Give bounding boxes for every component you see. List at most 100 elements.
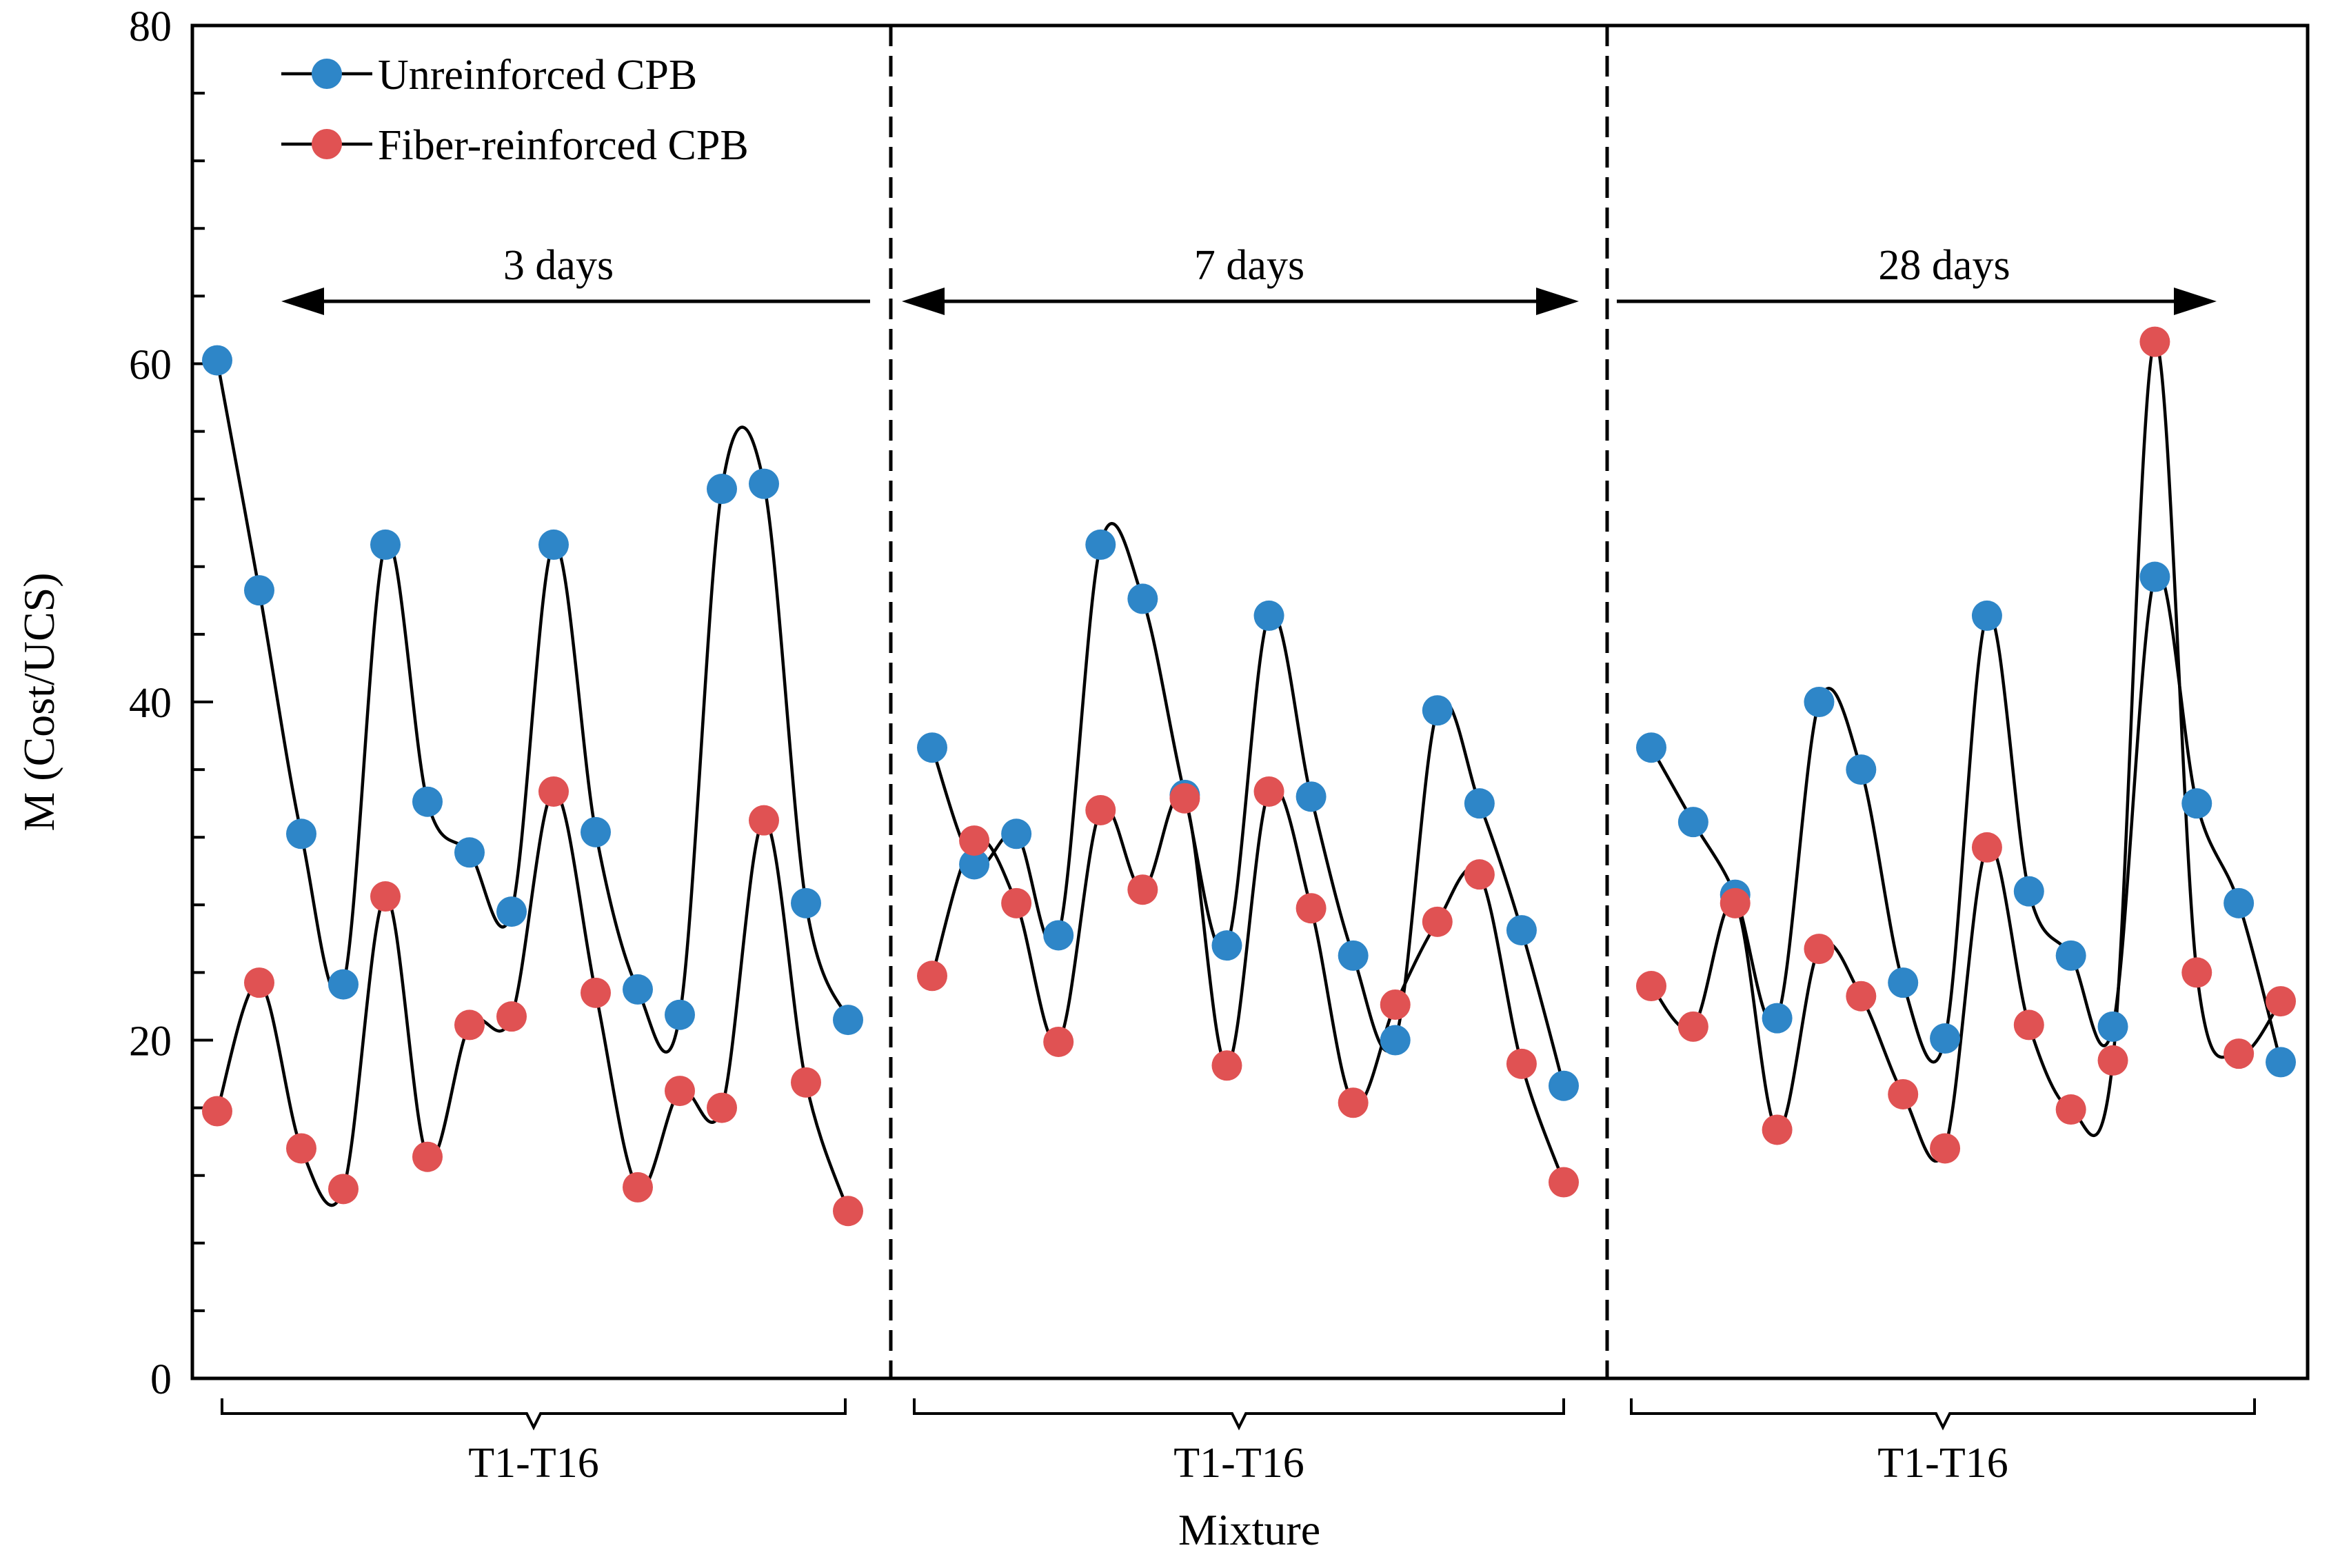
data-point-s0-p0-t1 xyxy=(202,345,232,376)
data-point-s0-p2-t14 xyxy=(2181,788,2212,819)
data-point-s0-p0-t14 xyxy=(749,468,779,499)
data-point-s0-p2-t11 xyxy=(2055,940,2086,971)
data-point-s0-p0-t6 xyxy=(412,786,443,817)
data-point-s1-p0-t1 xyxy=(202,1096,232,1127)
data-point-s1-p1-t4 xyxy=(1043,1026,1074,1057)
mixture-group-label: T1-T16 xyxy=(468,1440,598,1487)
y-tick-label: 0 xyxy=(150,1356,172,1403)
data-point-s0-p1-t2 xyxy=(959,849,990,880)
data-point-s1-p1-t12 xyxy=(1380,989,1411,1020)
data-point-s1-p1-t11 xyxy=(1338,1087,1369,1118)
data-point-s1-p0-t6 xyxy=(412,1141,443,1172)
data-point-s1-p2-t4 xyxy=(1762,1114,1793,1145)
mixture-bracket xyxy=(1630,1398,2256,1431)
data-point-s1-p2-t15 xyxy=(2224,1038,2255,1069)
data-point-s0-p0-t9 xyxy=(538,529,569,560)
period-label: 28 days xyxy=(1878,242,2010,289)
data-point-s1-p0-t14 xyxy=(749,805,779,836)
data-point-s1-p1-t15 xyxy=(1506,1048,1537,1079)
data-point-s1-p0-t12 xyxy=(665,1076,695,1107)
data-point-s1-p2-t7 xyxy=(1888,1078,1919,1109)
data-point-s1-p2-t12 xyxy=(2097,1045,2128,1076)
data-point-s0-p1-t3 xyxy=(1001,818,1032,850)
data-point-s1-p0-t13 xyxy=(707,1092,737,1123)
data-point-s0-p1-t6 xyxy=(1127,583,1158,614)
data-point-s0-p1-t11 xyxy=(1338,940,1369,971)
data-point-s1-p2-t16 xyxy=(2266,986,2296,1017)
data-point-s0-p0-t11 xyxy=(623,974,653,1005)
data-point-s1-p1-t2 xyxy=(959,825,990,856)
data-point-s0-p1-t4 xyxy=(1043,920,1074,951)
data-point-s1-p2-t10 xyxy=(2013,1009,2044,1041)
arrow-head-right xyxy=(2174,288,2217,315)
data-point-s0-p0-t10 xyxy=(581,816,611,847)
data-point-s1-p1-t13 xyxy=(1422,906,1453,937)
data-point-s0-p2-t1 xyxy=(1636,732,1666,763)
data-point-s1-p0-t7 xyxy=(454,1009,485,1041)
data-point-s1-p1-t16 xyxy=(1549,1167,1579,1198)
data-point-s0-p0-t5 xyxy=(370,529,401,560)
series-line-0-panel-0 xyxy=(215,360,850,1054)
data-point-s1-p0-t3 xyxy=(286,1133,316,1164)
data-point-s1-p1-t5 xyxy=(1085,794,1116,825)
data-point-s0-p0-t3 xyxy=(286,818,316,850)
data-point-s1-p0-t10 xyxy=(581,977,611,1008)
data-point-s0-p2-t13 xyxy=(2139,561,2170,592)
data-point-s1-p1-t1 xyxy=(917,961,947,992)
data-point-s1-p2-t13 xyxy=(2139,326,2170,357)
data-point-s1-p0-t11 xyxy=(623,1172,653,1203)
mixture-bracket xyxy=(913,1398,1565,1431)
mixture-group-label: T1-T16 xyxy=(1877,1440,2008,1487)
data-point-s1-p2-t6 xyxy=(1846,981,1877,1012)
data-point-s0-p2-t4 xyxy=(1762,1003,1793,1034)
period-label: 3 days xyxy=(503,242,614,289)
data-point-s1-p0-t9 xyxy=(538,776,569,807)
data-point-s0-p1-t13 xyxy=(1422,695,1453,726)
series-curves xyxy=(215,340,2283,1212)
data-point-s1-p1-t10 xyxy=(1295,893,1327,924)
data-point-s0-p1-t1 xyxy=(917,732,947,763)
data-point-s1-p1-t6 xyxy=(1127,874,1158,905)
data-point-s1-p1-t7 xyxy=(1169,783,1200,814)
y-axis: 0 20 40 60 80 xyxy=(129,3,213,1403)
data-point-s1-p2-t2 xyxy=(1677,1011,1708,1042)
data-point-s0-p2-t8 xyxy=(1930,1023,1961,1054)
arrow-head-left xyxy=(281,288,324,315)
data-point-s0-p1-t14 xyxy=(1464,788,1495,819)
arrow-head-right xyxy=(1536,288,1579,315)
data-point-s0-p0-t13 xyxy=(707,473,737,504)
data-point-s0-p2-t5 xyxy=(1804,687,1835,717)
legend-marker xyxy=(312,129,342,159)
data-point-s1-p2-t8 xyxy=(1930,1133,1961,1164)
data-point-s0-p1-t8 xyxy=(1211,930,1242,961)
data-point-s1-p0-t5 xyxy=(370,881,401,912)
plot-frame xyxy=(190,23,2310,1380)
data-point-s1-p2-t5 xyxy=(1804,934,1835,965)
y-tick-label: 80 xyxy=(129,3,172,50)
data-point-s1-p1-t9 xyxy=(1253,776,1284,807)
legend-label: Fiber-reinforced CPB xyxy=(378,122,749,169)
mixture-bracket xyxy=(221,1398,847,1431)
period-label: 7 days xyxy=(1194,242,1304,289)
data-point-s0-p1-t5 xyxy=(1085,529,1116,560)
data-point-s0-p2-t10 xyxy=(2013,876,2044,907)
data-point-s0-p0-t16 xyxy=(833,1005,863,1036)
data-point-s0-p0-t7 xyxy=(454,837,485,868)
data-point-s0-p2-t16 xyxy=(2266,1047,2296,1078)
data-point-s0-p0-t12 xyxy=(665,999,695,1030)
legend: Unreinforced CPB Fiber-reinforced CPB xyxy=(281,52,749,169)
data-point-s0-p1-t10 xyxy=(1295,781,1327,812)
mixture-group-label: T1-T16 xyxy=(1173,1440,1304,1487)
data-point-s1-p0-t8 xyxy=(496,1001,527,1032)
x-axis-label: Mixture xyxy=(1178,1505,1320,1554)
data-point-s1-p2-t1 xyxy=(1636,971,1666,1002)
data-point-s0-p2-t15 xyxy=(2224,887,2255,918)
series-line-1-panel-0 xyxy=(215,790,850,1212)
data-point-s0-p1-t12 xyxy=(1380,1025,1411,1056)
legend-marker xyxy=(312,59,342,89)
data-point-s1-p1-t8 xyxy=(1211,1050,1242,1081)
y-axis-label: M (Cost/UCS) xyxy=(14,572,63,831)
mixture-brackets: T1-T16 T1-T16 T1-T16 xyxy=(221,1398,2256,1487)
data-point-s0-p0-t8 xyxy=(496,896,527,927)
